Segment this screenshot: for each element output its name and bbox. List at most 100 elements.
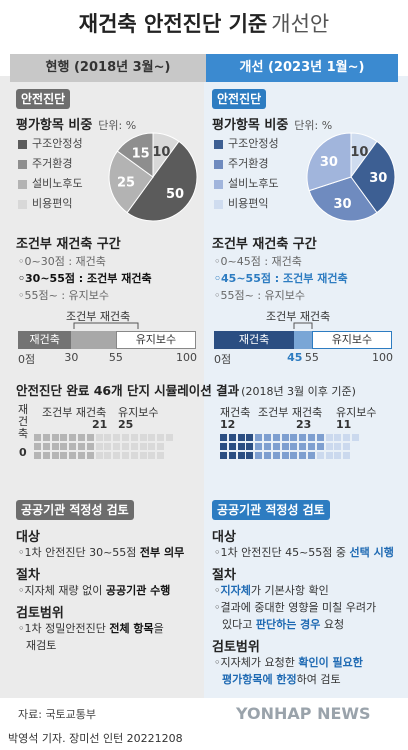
sim-complex-cell [130,442,138,450]
sim-complex-cell [130,434,138,441]
sim-complex-cell [113,434,121,441]
right-legend-item: 설비노후도 [214,174,279,194]
right-legend-label: 주거환경 [228,157,269,170]
left-legend-item: 주거환경 [18,154,83,174]
right-proc-l3a: 있다고 [222,618,256,631]
right-pie-slice-label: 30 [320,155,338,170]
left-target-text-a: ◦1차 안전진단 30~55점 [18,546,140,559]
left-weight-title-text: 평가항목 비중 [16,118,93,133]
left-legend-label: 주거환경 [32,157,73,170]
right-target-text: ◦1차 안전진단 45~55점 중 선택 시행 [214,544,394,561]
left-pie-slice [108,150,154,214]
sim-complex-cell [78,442,85,450]
sim-complex-cell [139,442,147,450]
legend-swatch [18,179,27,189]
sim-complex-cell [86,442,94,450]
sim-complex-cell [299,442,307,450]
right-section-title: 조건부 재건축 구간 [212,237,317,252]
left-proc-heading: 절차 [16,568,40,583]
sim-complex-cell [281,451,289,459]
sim-complex-cell [316,442,324,450]
left-legend-label: 비용편익 [32,197,73,210]
sim-complex-cell [220,442,227,450]
left-scope-text: ◦1차 정밀안전진단 전체 항목을 재검토 [18,620,164,654]
right-safety-pill: 안전진단 [212,89,267,109]
right-review-pill: 공공기관 적정성 검토 [212,500,330,520]
sim-complex-cell [104,434,112,441]
left-proc-text: ◦지자체 재량 없이 공공기관 수행 [18,582,170,599]
range-segment [71,331,116,349]
range-tick: 100 [176,351,197,364]
sim-complex-cell [352,434,359,441]
left-sim-group-rebuild: 재건축 [18,403,29,440]
right-scope-heading: 검토범위 [212,640,260,655]
sim-complex-cell [237,434,245,441]
sim-complex-cell [246,451,254,459]
left-bar-bracket [73,322,139,329]
left-range-ticks: 0점 30 55 100 [18,351,197,366]
sim-complex-cell [255,434,263,441]
sim-complex-cell [78,451,85,459]
left-legend-label: 설비노후도 [32,177,83,190]
left-target-text: ◦1차 안전진단 30~55점 전부 의무 [18,544,184,561]
right-proc-l3c: 요청 [320,618,345,631]
sim-complex-cell [343,434,351,441]
left-safety-pill: 안전진단 [16,89,71,109]
sim-complex-cell [51,442,59,450]
sim-complex-cell [299,451,307,459]
sim-complex-cell [69,442,77,450]
left-range-line-3: ◦55점~ : 유지보수 [18,289,110,302]
right-scope-l2a: 평가항목에 한정 [222,673,297,686]
sim-complex-cell [334,451,342,459]
right-sim-count-conditional: 23 [296,418,312,431]
right-sim-count-maintain: 11 [336,418,352,431]
sim-complex-cell [104,442,112,450]
range-segment: 유지보수 [311,331,392,349]
right-scope-l1b: 확인이 필요한 [298,656,363,669]
left-bar-top-label: 조건부 재건축 [66,310,131,323]
legend-swatch [214,179,223,189]
right-range-line-3: ◦55점~ : 유지보수 [214,289,306,302]
left-pie-chart: 10 50 25 15 [108,132,198,222]
sim-complex-cell [157,442,165,450]
right-legend: 구조안정성 주거환경 설비노후도 비용편익 [214,134,279,214]
sim-complex-cell [122,442,129,450]
sim-complex-cell [228,434,236,441]
sim-complex-cell [220,451,227,459]
right-sim-group-rebuild: 재건축 [220,406,251,419]
sim-complex-cell [308,434,315,441]
right-pie-slice-label: 10 [350,145,368,160]
sim-complex-cell [308,451,315,459]
sim-complex-cell [148,451,156,459]
sim-complex-cell [246,434,254,441]
left-range-line-2: ◦30~55점 : 조건부 재건축 [18,272,152,285]
sim-complex-cell [290,442,298,450]
right-proc-heading: 절차 [212,568,236,583]
range-tick: 55 [108,351,123,364]
sim-complex-cell [316,451,324,459]
right-scope-l2b: 하여 검토 [296,673,341,686]
left-legend-item: 설비노후도 [18,174,83,194]
sim-complex-cell [325,442,333,450]
right-proc-text: ◦지자체가 기본사항 확인 ◦결과에 중대한 영향을 미칠 우려가 있다고 판단… [214,582,376,633]
right-legend-item: 구조안정성 [214,134,279,154]
right-header: 개선 (2023년 1월~) [206,54,398,82]
right-sim-group-maintain: 유지보수 [336,406,377,419]
right-range-bar: 재건축 유지보수 [214,331,392,349]
right-proc-l3b: 판단하는 경우 [255,618,321,631]
sim-complex-cell [290,434,298,441]
left-proc-text-a: ◦지자체 재량 없이 [18,584,106,597]
sim-complex-cell [95,451,103,459]
right-legend-label: 설비노후도 [228,177,279,190]
range-tick: 55 [304,351,319,364]
left-header: 현행 (2018년 3월~) [10,54,206,82]
sim-complex-cell [264,451,271,459]
source-text: 자료: 국토교통부 [18,708,97,721]
right-proc-l1b: 지자체 [220,584,251,597]
right-sim-group-conditional: 조건부 재건축 [258,406,323,419]
sim-complex-cell [51,434,59,441]
sim-complex-cell [299,434,307,441]
range-segment [294,331,312,349]
left-unit: 단위: % [98,119,137,132]
sim-complex-cell [281,442,289,450]
